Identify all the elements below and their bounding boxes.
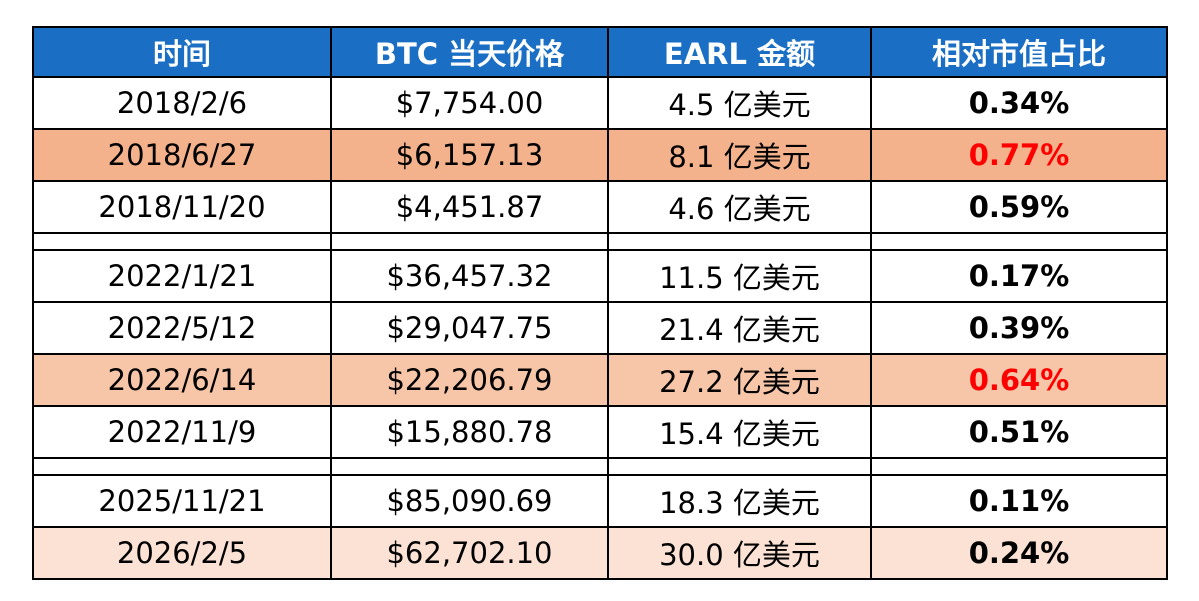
table-cell: 2022/1/21 bbox=[32, 249, 332, 303]
table-row: 2018/11/20 $4,451.87 4.6 亿美元 0.59% bbox=[32, 180, 1168, 234]
table-cell: 0.64% bbox=[870, 353, 1168, 407]
header-row: 时间 BTC 当天价格 EARL 金额 相对市值占比 bbox=[32, 26, 1168, 78]
table-cell: 21.4 亿美元 bbox=[607, 301, 872, 355]
spacer-cell bbox=[32, 232, 332, 251]
header-cell: EARL 金额 bbox=[607, 26, 872, 78]
table-cell: 4.6 亿美元 bbox=[607, 180, 872, 234]
table-cell: $6,157.13 bbox=[330, 128, 609, 182]
table-cell: 0.39% bbox=[870, 301, 1168, 355]
table-row: 2018/2/6 $7,754.00 4.5 亿美元 0.34% bbox=[32, 76, 1168, 130]
spacer-cell bbox=[330, 457, 609, 476]
table-cell: 2022/6/14 bbox=[32, 353, 332, 407]
table-row: 2022/6/14 $22,206.79 27.2 亿美元 0.64% bbox=[32, 353, 1168, 407]
spacer-cell bbox=[32, 457, 332, 476]
table-cell: 0.11% bbox=[870, 474, 1168, 528]
table-cell: 2018/11/20 bbox=[32, 180, 332, 234]
header-cell: 相对市值占比 bbox=[870, 26, 1168, 78]
table-cell: 11.5 亿美元 bbox=[607, 249, 872, 303]
data-table: 时间 BTC 当天价格 EARL 金额 相对市值占比 2018/2/6 $7,754.0… bbox=[32, 26, 1168, 580]
table-cell: 2018/2/6 bbox=[32, 76, 332, 130]
spacer-row bbox=[32, 232, 1168, 251]
table-cell: 0.34% bbox=[870, 76, 1168, 130]
table-cell: 18.3 亿美元 bbox=[607, 474, 872, 528]
table-cell: $36,457.32 bbox=[330, 249, 609, 303]
table-cell: 27.2 亿美元 bbox=[607, 353, 872, 407]
spacer-cell bbox=[870, 457, 1168, 476]
table-cell: 2025/11/21 bbox=[32, 474, 332, 528]
table-row: 2026/2/5 $62,702.10 30.0 亿美元 0.24% bbox=[32, 526, 1168, 580]
spacer-cell bbox=[607, 457, 872, 476]
header-cell: 时间 bbox=[32, 26, 332, 78]
table-cell: 2022/5/12 bbox=[32, 301, 332, 355]
table-cell: 2018/6/27 bbox=[32, 128, 332, 182]
spacer-cell bbox=[870, 232, 1168, 251]
spacer-cell bbox=[607, 232, 872, 251]
table-body: 2018/2/6 $7,754.00 4.5 亿美元 0.34% 2018/6/27 $6… bbox=[32, 76, 1168, 580]
table-cell: 30.0 亿美元 bbox=[607, 526, 872, 580]
table-row: 2018/6/27 $6,157.13 8.1 亿美元 0.77% bbox=[32, 128, 1168, 182]
table-cell: 4.5 亿美元 bbox=[607, 76, 872, 130]
table-row: 2022/5/12 $29,047.75 21.4 亿美元 0.39% bbox=[32, 301, 1168, 355]
table-cell: 2026/2/5 bbox=[32, 526, 332, 580]
table-cell: 0.17% bbox=[870, 249, 1168, 303]
table-cell: $4,451.87 bbox=[330, 180, 609, 234]
table-cell: $85,090.69 bbox=[330, 474, 609, 528]
table-cell: $29,047.75 bbox=[330, 301, 609, 355]
table-row: 2025/11/21 $85,090.69 18.3 亿美元 0.11% bbox=[32, 474, 1168, 528]
header-cell: BTC 当天价格 bbox=[330, 26, 609, 78]
table-cell: $7,754.00 bbox=[330, 76, 609, 130]
table-cell: 0.59% bbox=[870, 180, 1168, 234]
table-row: 2022/1/21 $36,457.32 11.5 亿美元 0.17% bbox=[32, 249, 1168, 303]
table-cell: 0.77% bbox=[870, 128, 1168, 182]
table-cell: 2022/11/9 bbox=[32, 405, 332, 459]
table-cell: 15.4 亿美元 bbox=[607, 405, 872, 459]
table-cell: 8.1 亿美元 bbox=[607, 128, 872, 182]
table-cell: $62,702.10 bbox=[330, 526, 609, 580]
table-cell: $22,206.79 bbox=[330, 353, 609, 407]
spacer-row bbox=[32, 457, 1168, 476]
table-cell: $15,880.78 bbox=[330, 405, 609, 459]
spacer-cell bbox=[330, 232, 609, 251]
table-cell: 0.24% bbox=[870, 526, 1168, 580]
table-row: 2022/11/9 $15,880.78 15.4 亿美元 0.51% bbox=[32, 405, 1168, 459]
table-cell: 0.51% bbox=[870, 405, 1168, 459]
